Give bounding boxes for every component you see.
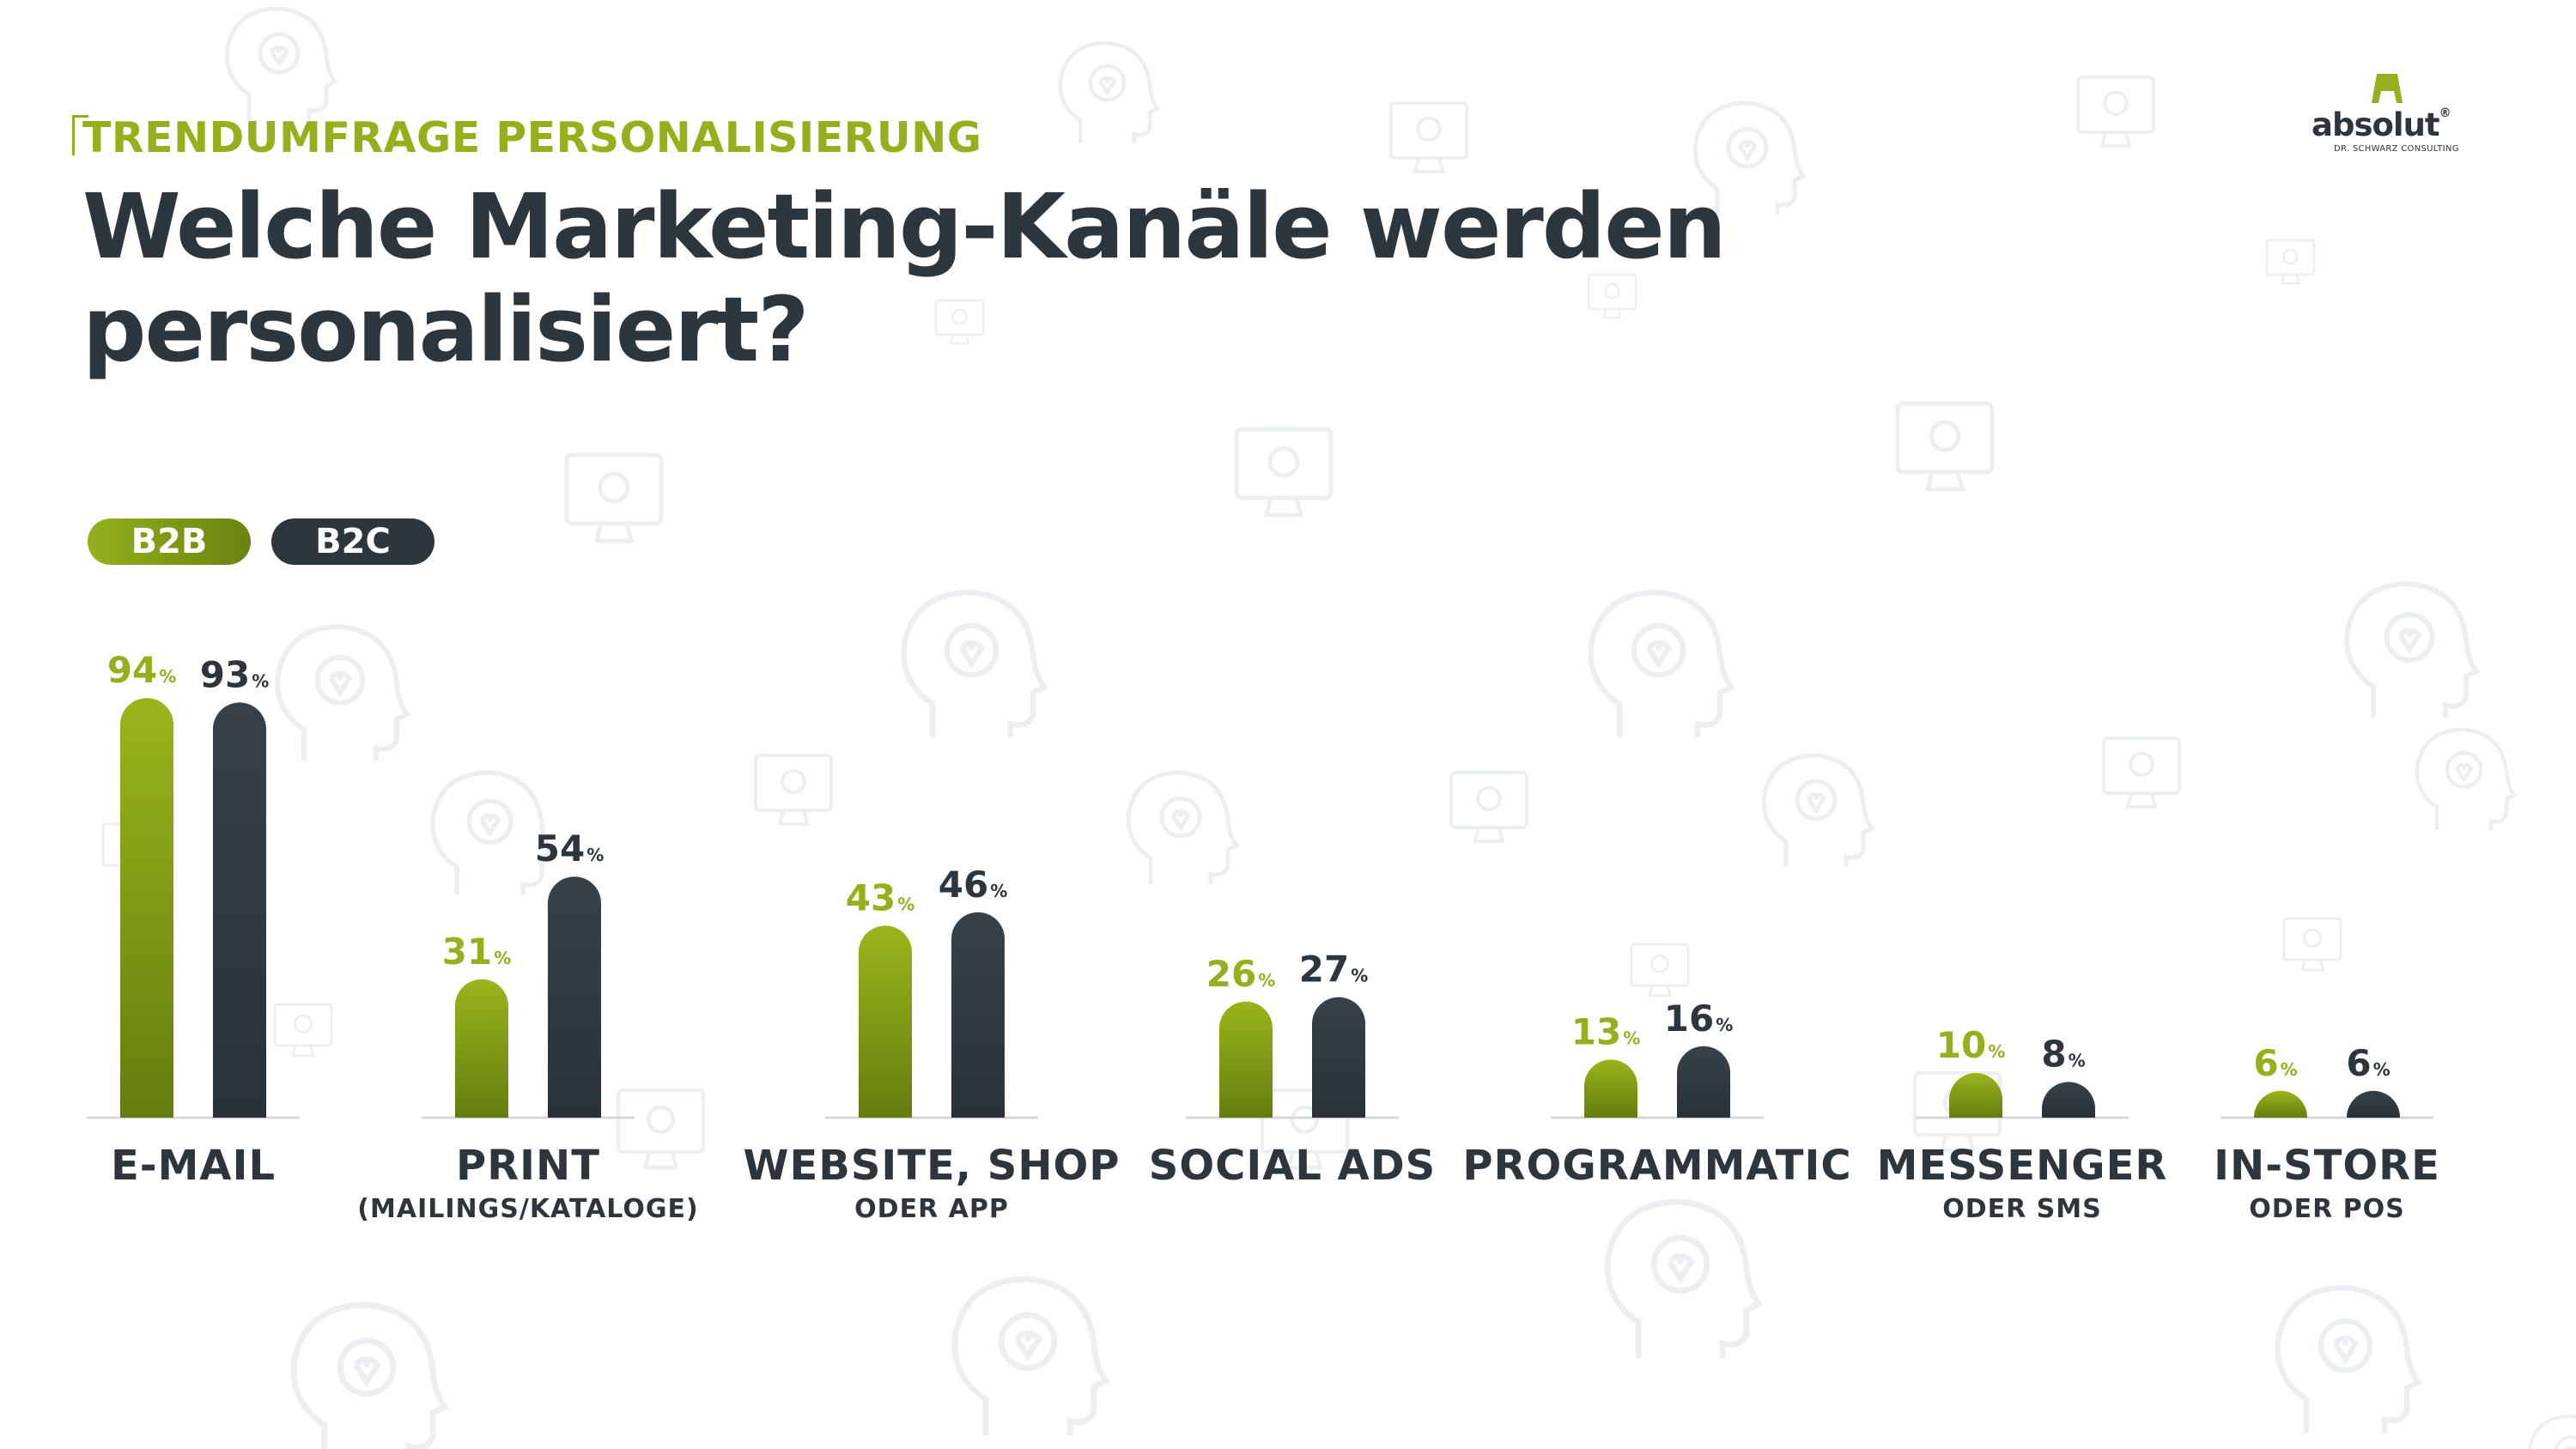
category-group: 26% 27 % SOCIAL ADS <box>1149 949 1436 1190</box>
head-gear-decoration-icon <box>901 589 1049 737</box>
page-title-line-1: Welche Marketing-Kanäle werden <box>82 174 1727 279</box>
monitor-decoration-icon <box>1895 401 1995 492</box>
category-label: WEBSITE, SHOP <box>744 1142 1121 1190</box>
monitor-decoration-icon <box>273 1003 333 1058</box>
monitor-decoration-icon <box>1234 427 1334 518</box>
value-label-b2b: 10% <box>1936 1024 2006 1066</box>
bar-b2b <box>859 925 912 1118</box>
head-gear-decoration-icon <box>1058 40 1161 144</box>
head-gear-decoration-icon <box>430 770 556 896</box>
category-group: 31 % 54 % PRINT (MAILINGS/KATALOGE) <box>357 828 698 1224</box>
category-label: PROGRAMMATIC <box>1462 1142 1851 1190</box>
value-label-b2b: 6% <box>2253 1042 2297 1084</box>
head-gear-decoration-icon <box>290 1301 450 1449</box>
value-label-b2c: 54% <box>535 828 605 870</box>
head-gear-decoration-icon <box>2415 727 2518 831</box>
value-label-b2c: 46% <box>939 864 1008 906</box>
monitor-decoration-icon <box>753 753 834 827</box>
bar-b2b <box>1219 1001 1273 1118</box>
category-group: 10% 8 % MESSENGER ODER SMS <box>1877 1024 2168 1224</box>
bar-b2c <box>1677 1046 1730 1118</box>
bar-b2b <box>120 698 173 1118</box>
head-gear-decoration-icon <box>1761 753 1875 867</box>
value-label-b2b: 94% <box>107 649 177 691</box>
category-label: MESSENGER <box>1877 1142 2168 1190</box>
category-sublabel: ODER POS <box>2249 1194 2405 1224</box>
monitor-decoration-icon <box>2282 917 2342 972</box>
category-sublabel: ODER APP <box>854 1194 1009 1224</box>
eyebrow-corner-mark <box>72 115 88 155</box>
category-label: PRINT <box>456 1142 600 1190</box>
category-label: SOCIAL ADS <box>1149 1142 1436 1190</box>
value-label-b2c: 6% <box>2346 1042 2390 1084</box>
logo-registered-mark: ® <box>2439 106 2451 120</box>
bar-b2c <box>951 912 1005 1118</box>
bar-b2c <box>548 876 601 1118</box>
legend-b2b: B2B <box>88 518 251 565</box>
page-title-line-2: personalisiert? <box>82 277 810 382</box>
category-group: 94% 93 % E-MAIL <box>87 649 300 1190</box>
head-gear-decoration-icon <box>951 1276 1111 1435</box>
category-sublabel: ODER SMS <box>1942 1194 2102 1224</box>
bar-b2c <box>213 702 266 1118</box>
monitor-decoration-icon <box>2265 239 2316 285</box>
head-gear-decoration-icon <box>2344 580 2481 718</box>
monitor-decoration-icon <box>1388 100 1469 174</box>
value-label-b2c: 27% <box>1299 949 1369 991</box>
monitor-decoration-icon <box>2101 736 2182 809</box>
value-label-b2c: 16% <box>1664 997 1734 1040</box>
bar-b2b <box>455 979 508 1118</box>
head-gear-decoration-icon <box>1588 589 1736 737</box>
monitor-decoration-icon <box>1630 943 1690 997</box>
bar-b2b <box>2254 1090 2307 1118</box>
category-sublabel: (MAILINGS/KATALOGE) <box>357 1194 698 1224</box>
value-label-b2b: 26% <box>1206 953 1276 995</box>
monitor-decoration-icon <box>1260 1088 1350 1170</box>
monitor-decoration-icon <box>934 299 985 345</box>
monitor-decoration-icon <box>1587 273 1637 319</box>
bar-b2c <box>1312 997 1365 1118</box>
category-group: 13% 16 % PROGRAMMATIC <box>1462 997 1851 1190</box>
bar-b2b <box>1584 1059 1637 1118</box>
logo-wordmark: absolut® <box>2312 106 2451 143</box>
head-gear-decoration-icon <box>2275 1284 2423 1433</box>
legend-b2c: B2C <box>271 518 434 565</box>
bar-b2c <box>2347 1090 2400 1118</box>
head-gear-decoration-icon <box>275 623 411 761</box>
value-label-b2c: 8% <box>2041 1033 2085 1075</box>
value-label-b2b: 13% <box>1571 1010 1641 1052</box>
page-title: Welche Marketing-Kanäle werden personali… <box>82 174 1727 382</box>
logo-subtitle: DR. SCHWARZ CONSULTING <box>2334 144 2459 154</box>
value-label-b2c: 93% <box>200 653 270 695</box>
head-gear-decoration-icon <box>1604 1198 1764 1358</box>
logo-mark-icon <box>2372 74 2403 103</box>
category-label: IN-STORE <box>2214 1142 2440 1190</box>
monitor-decoration-icon <box>616 1088 706 1170</box>
category-label: E-MAIL <box>111 1142 276 1190</box>
eyebrow-heading: TRENDUMFRAGE PERSONALISIERUNG <box>82 113 982 162</box>
head-gear-decoration-icon <box>1126 770 1240 884</box>
head-gear-decoration-icon <box>224 6 338 120</box>
head-gear-decoration-icon <box>1692 100 1807 215</box>
category-group: 6% 6 % IN-STORE ODER POS <box>2214 1042 2440 1224</box>
monitor-decoration-icon <box>2075 75 2156 149</box>
monitor-decoration-icon <box>564 452 664 543</box>
monitor-decoration-icon <box>1449 770 1529 844</box>
value-label-b2b: 31% <box>442 931 512 973</box>
value-label-b2b: 43% <box>846 876 915 919</box>
bar-b2b <box>1949 1073 2002 1118</box>
logo-wordmark-text: absolut <box>2312 106 2440 143</box>
bar-b2c <box>2042 1082 2095 1118</box>
category-group: 43% 46 % WEBSITE, SHOP ODER APP <box>744 864 1121 1224</box>
brand-logo: absolut® DR. SCHWARZ CONSULTING <box>2301 72 2507 158</box>
